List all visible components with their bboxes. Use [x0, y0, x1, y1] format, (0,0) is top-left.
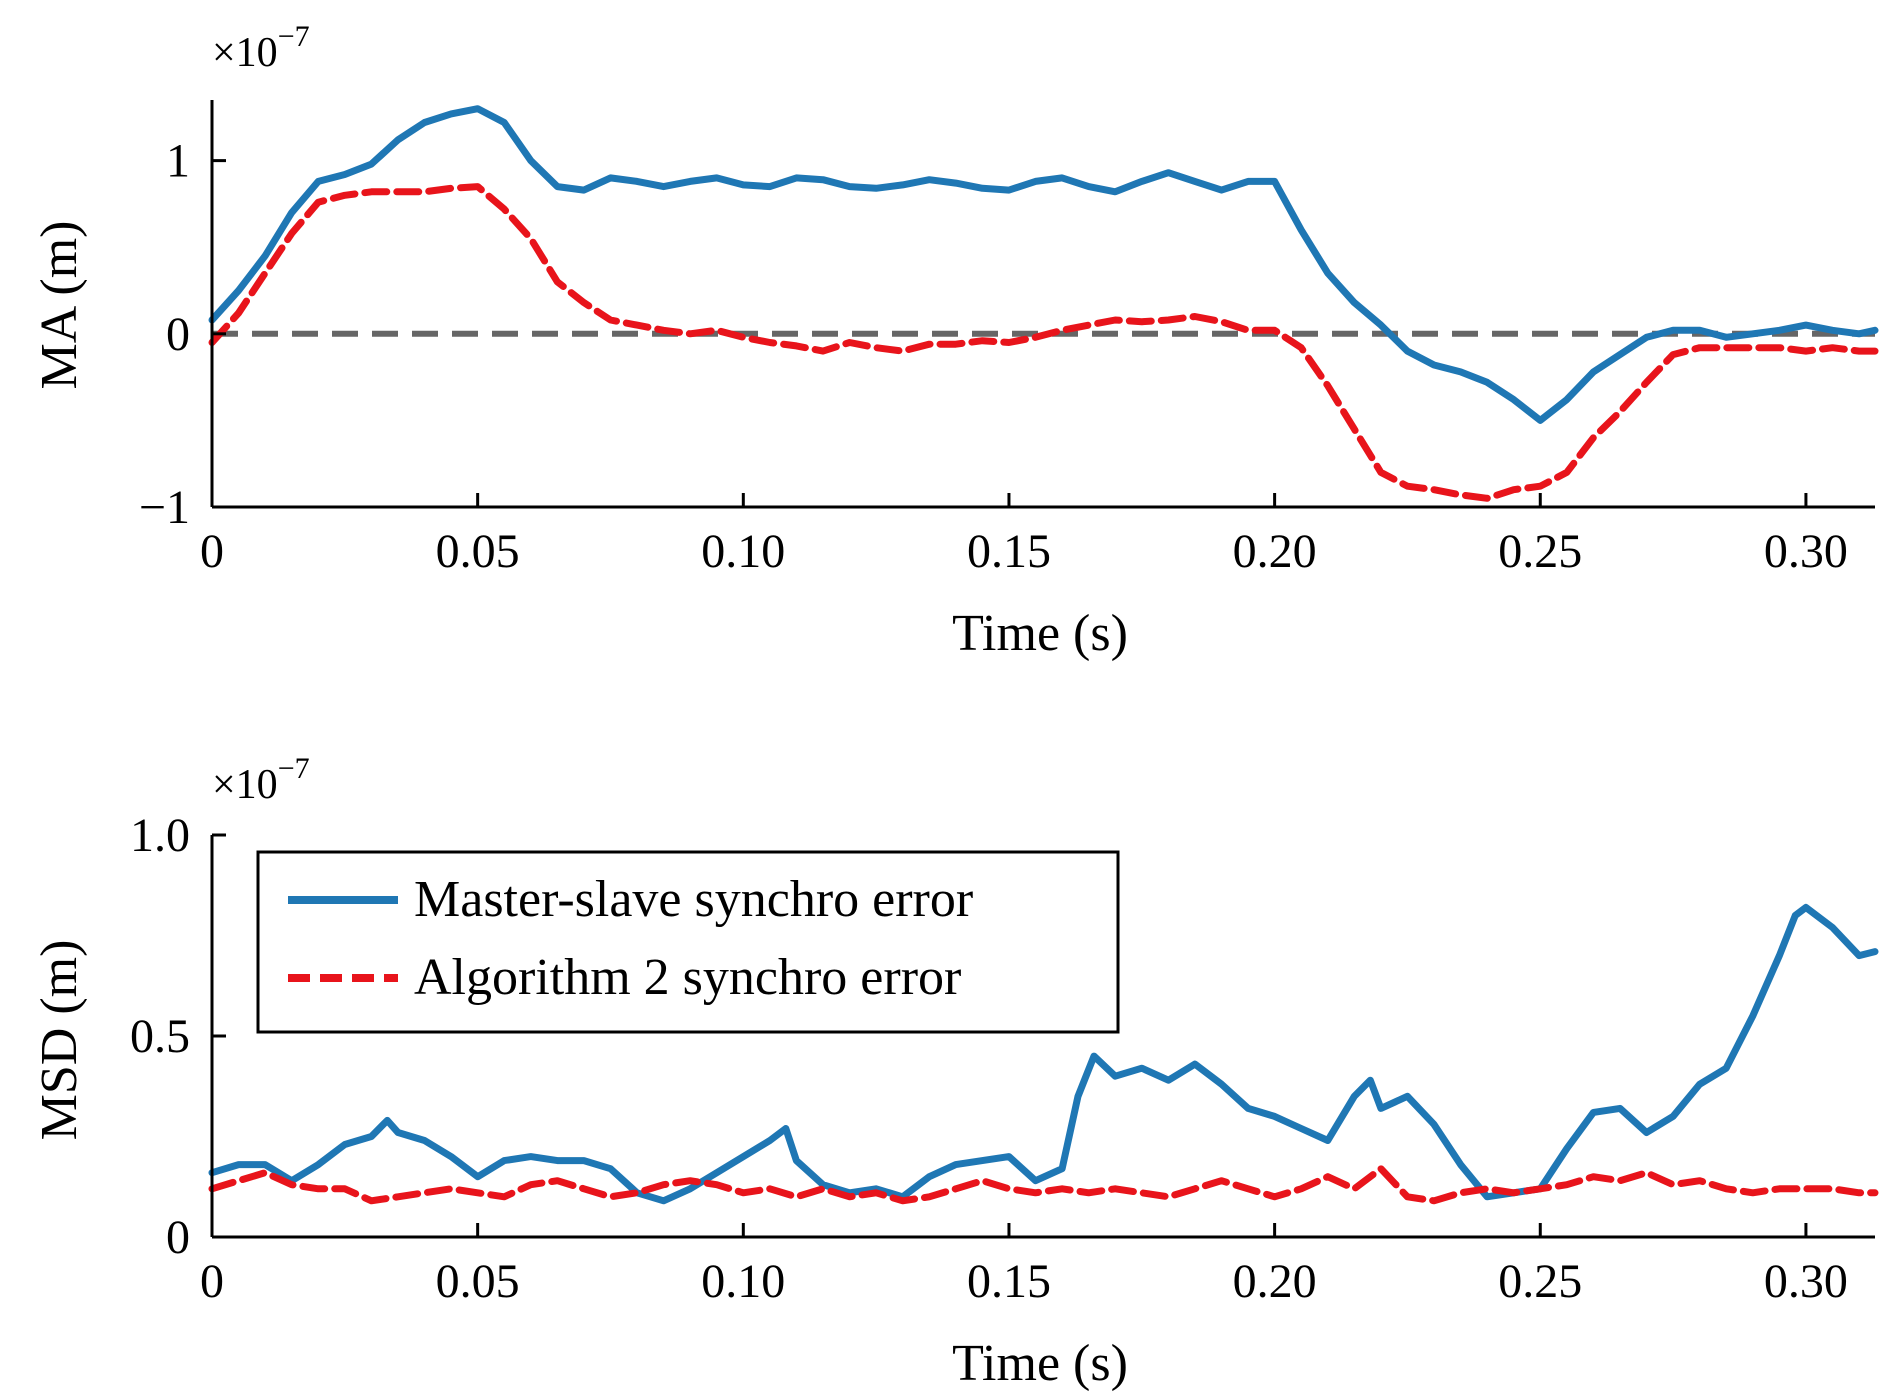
ma-y-tick-label: 1 — [166, 135, 190, 188]
ma-x-tick-label: 0 — [200, 525, 224, 578]
msd-series-master-slave-line — [208, 903, 1879, 1205]
msd-subplot: ×10−7 MSD (m) Time (s) Master-slave sync… — [31, 752, 1879, 1392]
ma-subplot: ×10−7 MA (m) Time (s) 0 0.05 0.10 0.15 0.20 0… — [31, 20, 1879, 662]
msd-x-tick-label: 0 — [200, 1255, 224, 1308]
ma-multiplier-base: ×10 — [212, 30, 278, 76]
msd-x-tick-label: 0.25 — [1498, 1255, 1582, 1308]
msd-x-tick-label: 0.20 — [1233, 1255, 1317, 1308]
ma-x-tick-label: 0.30 — [1764, 525, 1848, 578]
legend-label-algorithm-2: Algorithm 2 synchro error — [414, 949, 961, 1006]
msd-multiplier-exp: −7 — [278, 752, 310, 785]
msd-x-tick-label: 0.10 — [701, 1255, 785, 1308]
msd-x-tick-label: 0.05 — [436, 1255, 520, 1308]
msd-series-algorithm-2-line — [208, 1165, 1879, 1205]
ma-series-master-slave-line — [208, 105, 1879, 424]
msd-x-tick-label: 0.30 — [1764, 1255, 1848, 1308]
ma-x-tick-label: 0.25 — [1498, 525, 1582, 578]
msd-legend: Master-slave synchro error Algorithm 2 s… — [256, 850, 1120, 1034]
ma-multiplier-exp: −7 — [278, 20, 310, 53]
ma-x-axis-label: Time (s) — [952, 605, 1128, 662]
ma-x-tick-label: 0.20 — [1233, 525, 1317, 578]
ma-y-tick-label: 0 — [166, 308, 190, 361]
msd-x-axis-label: Time (s) — [952, 1335, 1128, 1392]
msd-y-tick-label: 0.5 — [130, 1010, 190, 1063]
legend-box — [256, 850, 1120, 1034]
msd-x-tick-label: 0.15 — [967, 1255, 1051, 1308]
ma-x-tick-label: 0.05 — [436, 525, 520, 578]
ma-multiplier: ×10−7 — [212, 20, 310, 76]
msd-y-tick-label: 1.0 — [130, 809, 190, 862]
legend-label-master-slave: Master-slave synchro error — [414, 871, 973, 928]
ma-x-tick-label: 0.10 — [701, 525, 785, 578]
msd-y-tick-label: 0 — [166, 1211, 190, 1264]
ma-y-axis-label: MA (m) — [31, 221, 88, 390]
ma-x-tick-label: 0.15 — [967, 525, 1051, 578]
ma-series-algorithm-2-line — [208, 183, 1879, 502]
msd-multiplier-base: ×10 — [212, 762, 278, 808]
ma-y-tick-label: −1 — [139, 481, 190, 534]
msd-y-axis-label: MSD (m) — [31, 940, 88, 1141]
msd-multiplier: ×10−7 — [212, 752, 310, 808]
